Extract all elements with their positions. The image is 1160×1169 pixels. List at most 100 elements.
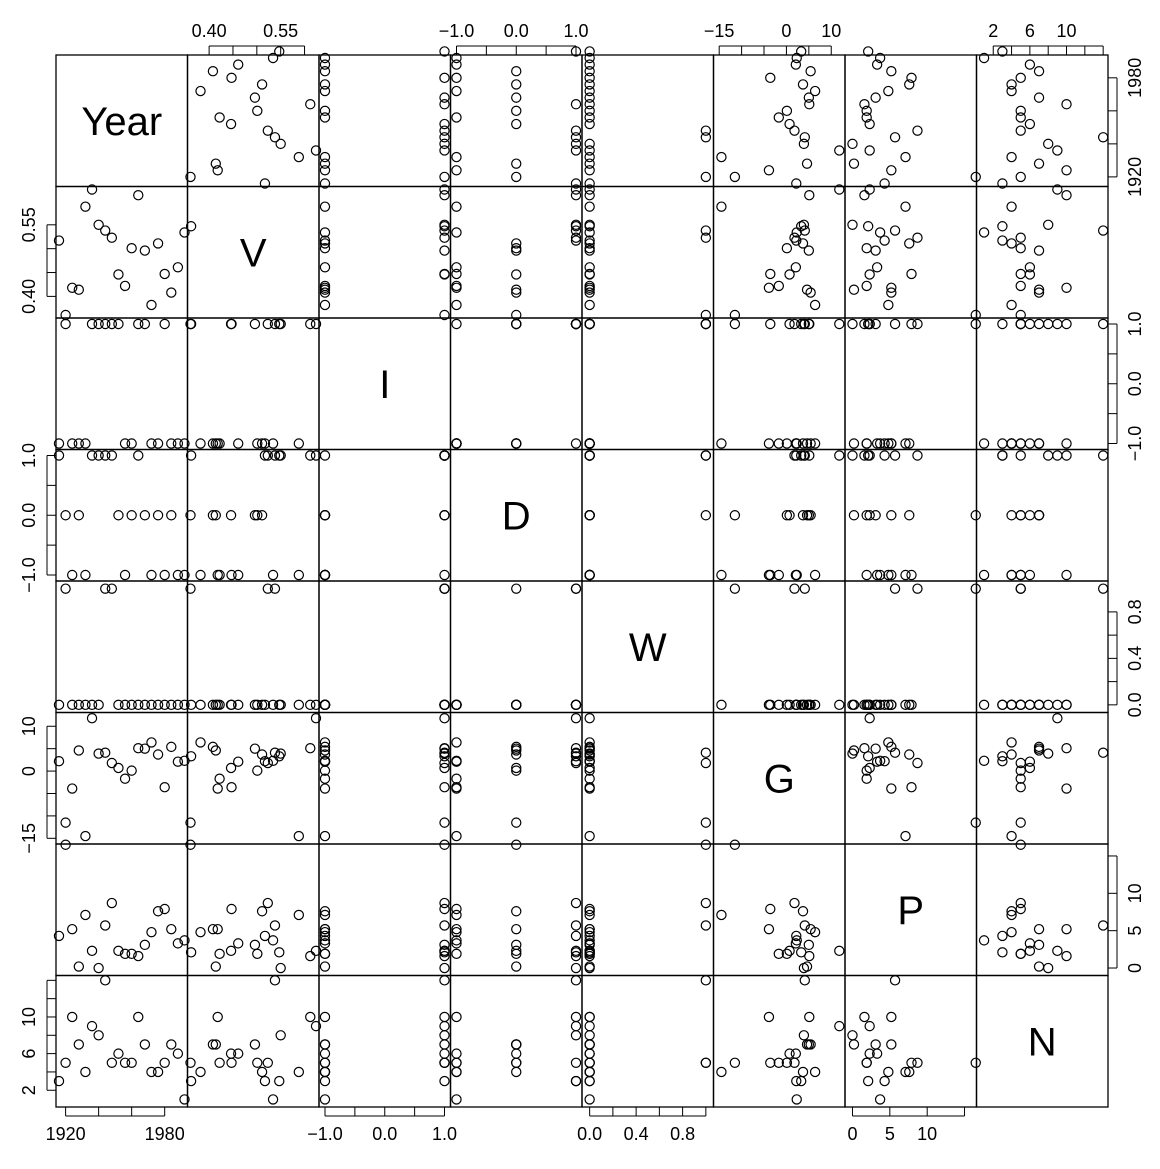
data-point [912,318,923,330]
data-point [798,138,810,150]
data-point [172,262,184,273]
data-point [439,897,450,909]
data-point [439,751,450,762]
data-point [889,132,901,143]
data-point [1006,238,1017,249]
data-point [119,699,131,711]
data-point [210,438,221,449]
data-point [259,450,271,461]
data-point [978,52,990,64]
data-point [1052,699,1063,711]
data-point [886,783,897,794]
data-point [511,66,522,77]
data-point [847,450,858,461]
data-point [570,1075,582,1087]
data-point [233,756,244,767]
data-point [805,1039,816,1050]
data-point [269,920,281,931]
panel-frame [449,317,583,451]
data-point [773,438,785,449]
data-point [207,66,219,77]
data-point [319,165,331,176]
data-point [451,112,462,123]
data-point [584,299,595,311]
panel-i-vs-w [581,317,715,451]
data-point [166,923,177,935]
data-point [886,1011,897,1023]
data-point [912,450,923,461]
data-point [319,59,331,70]
data-point [195,85,206,97]
panel-frame [975,448,1109,582]
data-point [139,318,151,330]
data-point [906,782,917,793]
data-point [784,269,795,280]
data-point [796,450,807,461]
data-point [584,1039,595,1050]
data-point [319,1057,331,1068]
data-point [584,235,595,246]
panel-n-vs-w [581,974,715,1108]
data-point [1061,950,1072,962]
data-point [570,1011,582,1023]
data-point [119,1057,131,1068]
data-point [214,569,225,581]
panel-year-vs-i [318,46,452,189]
data-point [225,510,237,521]
data-point [912,757,923,769]
data-point [809,699,821,711]
data-point [214,1057,225,1068]
data-point [100,583,111,594]
data-point [801,158,813,169]
data-point [133,950,144,962]
data-point [1043,318,1054,330]
data-point [1061,165,1072,176]
data-point [159,782,170,793]
data-point [139,743,151,754]
data-point [267,699,279,711]
data-point [172,1048,184,1059]
tick-label: 0.4 [624,1124,649,1144]
panel-p-vs-p: P [844,843,978,977]
data-point [1024,938,1036,949]
data-point [451,755,462,766]
data-point [133,190,144,201]
data-point [1097,225,1109,236]
data-point [763,282,775,294]
data-point [319,1011,331,1023]
data-point [152,510,164,521]
panel-w-vs-w: W [581,580,715,714]
data-point [570,920,582,931]
panel-frame [975,711,1109,845]
data-point [799,975,810,986]
data-point [262,1057,274,1068]
tick-label: 0.8 [670,1124,695,1144]
tick-label: 10 [19,1007,39,1027]
data-point [233,699,244,711]
diagonal-label-w: W [629,626,667,670]
data-point [451,59,462,70]
data-point [106,897,118,909]
data-point [1052,450,1063,461]
data-point [978,699,990,711]
data-point [439,138,450,150]
data-point [978,227,990,238]
data-point [1097,583,1109,594]
data-point [511,961,522,972]
data-point [870,318,881,330]
data-point [1043,748,1054,759]
data-point [511,765,522,776]
data-point [874,755,886,766]
data-point [870,743,881,754]
left-axis-g: −15 0 10 [19,716,56,854]
data-point [269,318,281,330]
data-point [113,318,124,330]
tick-label: 10 [1125,883,1145,903]
data-point [584,112,595,123]
data-point [439,762,450,774]
data-point [570,757,582,769]
data-point [1097,450,1109,461]
data-point [86,712,98,724]
data-point [886,569,897,581]
data-point [119,280,131,292]
